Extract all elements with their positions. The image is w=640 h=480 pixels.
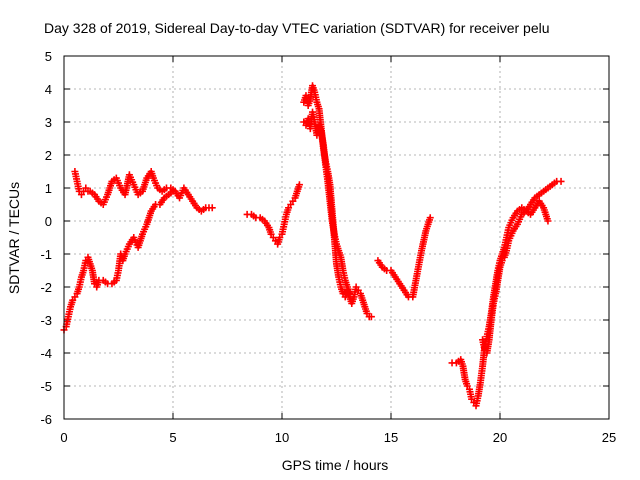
y-tick-label: -3 — [40, 313, 52, 328]
series-track-2 — [60, 187, 177, 334]
x-tick-label: 15 — [384, 430, 398, 445]
data-point-marker — [557, 177, 565, 185]
y-tick-label: 2 — [45, 148, 52, 163]
x-tick-label: 25 — [602, 430, 616, 445]
series-track-5 — [300, 108, 354, 298]
data-point-marker — [346, 290, 354, 298]
data-point-marker — [544, 217, 552, 225]
x-tick-label: 5 — [169, 430, 176, 445]
data-point-marker — [295, 181, 303, 189]
data-points — [60, 82, 565, 410]
y-tick-label: -5 — [40, 379, 52, 394]
y-tick-label: 1 — [45, 181, 52, 196]
y-tick-label: 3 — [45, 115, 52, 130]
chart-title: Day 328 of 2019, Sidereal Day-to-day VTE… — [44, 20, 550, 36]
x-tick-label: 20 — [493, 430, 507, 445]
y-tick-label: 5 — [45, 49, 52, 64]
y-tick-label: 0 — [45, 214, 52, 229]
y-tick-label: -1 — [40, 247, 52, 262]
x-tick-label: 0 — [60, 430, 67, 445]
series-track-3 — [243, 181, 303, 248]
y-axis-title: SDTVAR / TECUs — [6, 182, 22, 294]
x-axis-title: GPS time / hours — [282, 457, 389, 473]
plot-frame — [63, 55, 610, 420]
data-point-marker — [169, 187, 177, 195]
data-point-marker — [367, 313, 375, 321]
y-tick-label: 4 — [45, 82, 52, 97]
series-track-6 — [374, 214, 434, 301]
data-point-marker — [208, 204, 216, 212]
series-track-1 — [71, 168, 216, 215]
y-tick-label: -4 — [40, 346, 52, 361]
y-tick-label: -2 — [40, 280, 52, 295]
x-tick-label: 10 — [275, 430, 289, 445]
y-tick-label: -6 — [40, 412, 52, 427]
series-track-8 — [479, 177, 565, 357]
data-point-marker — [426, 214, 434, 222]
